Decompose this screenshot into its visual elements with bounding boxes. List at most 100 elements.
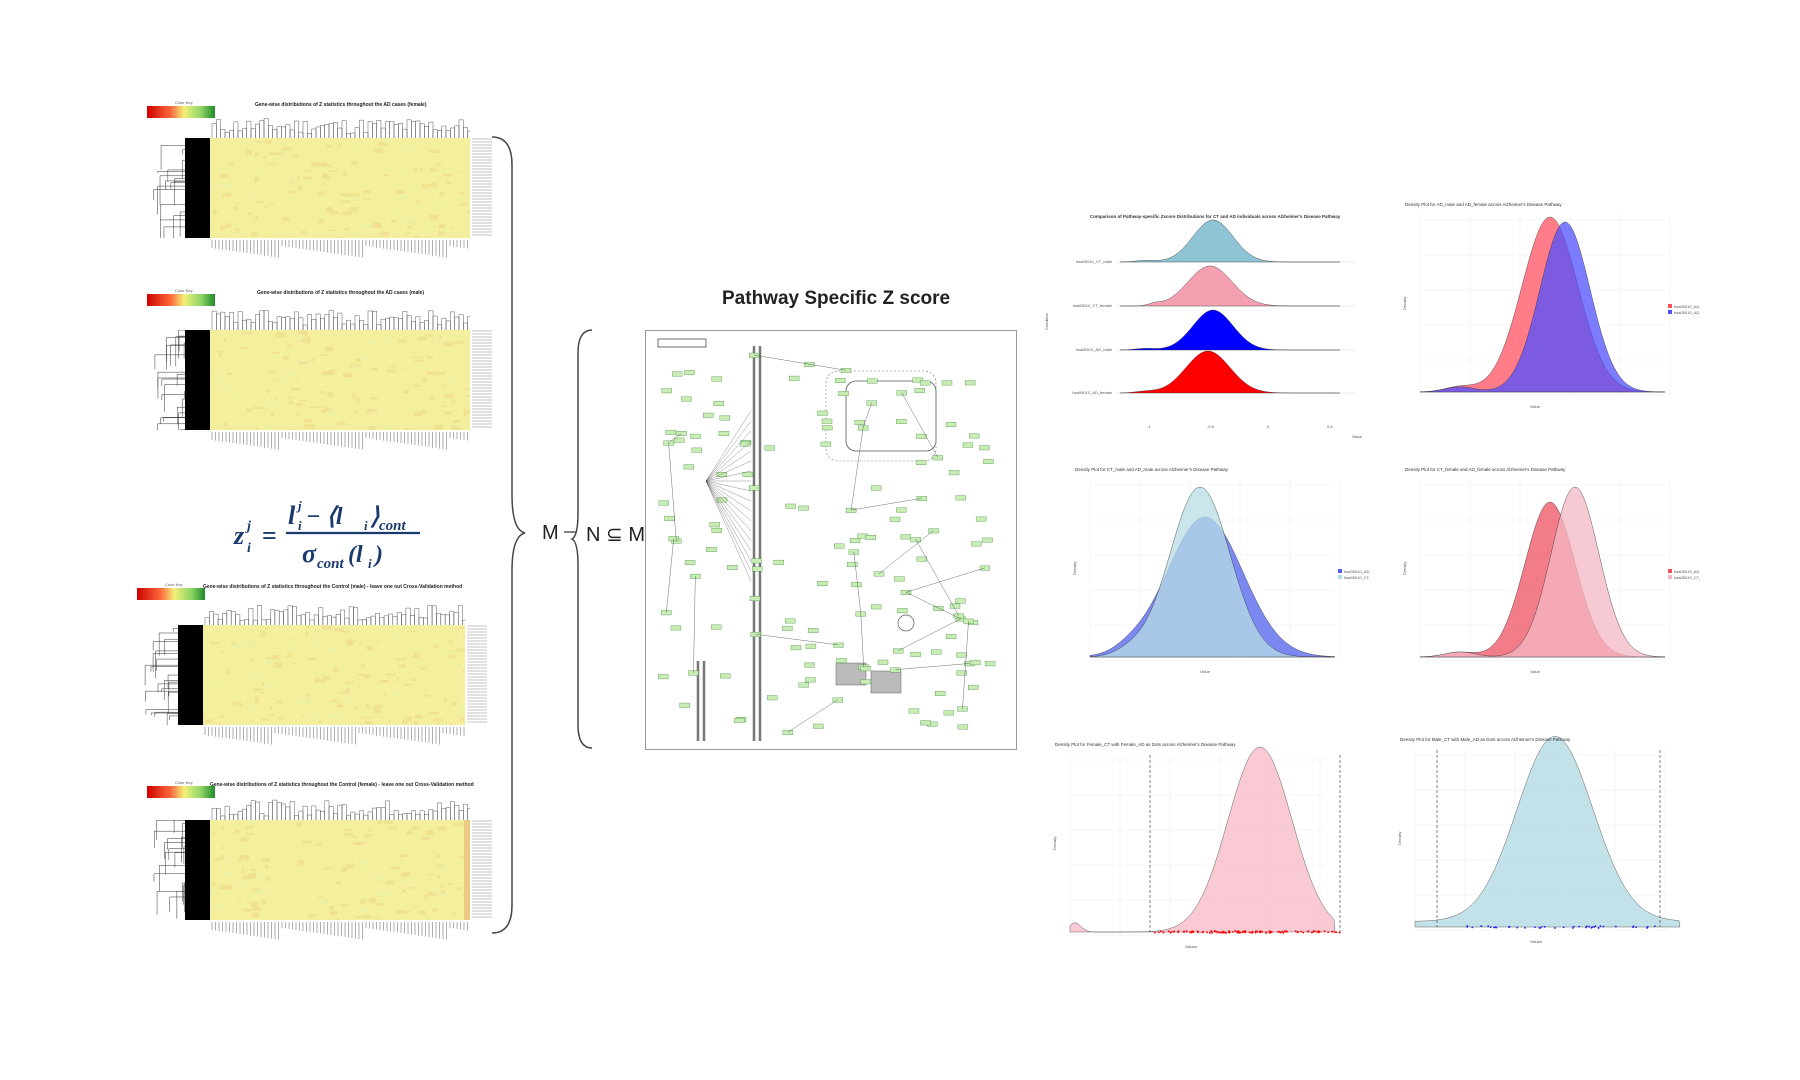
density-curve — [1419, 486, 1666, 658]
ridge-xlabel: Value — [1352, 434, 1363, 439]
data-dot — [1173, 930, 1176, 933]
data-dot — [1312, 930, 1315, 932]
data-dot — [1296, 931, 1299, 934]
m-label: M — [542, 522, 559, 544]
data-dot — [1224, 931, 1227, 934]
legend-label: hsa05010_CT_male — [1344, 575, 1370, 580]
data-dot — [1281, 930, 1283, 933]
data-dot — [1277, 931, 1279, 933]
svg-text:σ: σ — [302, 539, 317, 568]
ridge-plot: Comparison of Pathway-specific Zscore Di… — [1040, 210, 1380, 450]
data-dot — [1190, 931, 1192, 934]
data-dot — [1219, 931, 1222, 934]
data-dot — [1615, 925, 1617, 928]
data-dot — [1196, 930, 1199, 933]
data-dot — [1487, 925, 1490, 928]
density-curve — [1089, 486, 1336, 658]
data-dot — [1480, 925, 1483, 927]
data-dot — [1256, 930, 1259, 933]
density-title: Density Plot for CT_female and AD_female… — [1405, 467, 1566, 472]
formula-lhs: z — [233, 521, 245, 550]
svg-text:Color Key: Color Key — [175, 100, 193, 105]
heatmap-title: Gene-wise distributions of Z statistics … — [203, 584, 463, 590]
svg-text:cont: cont — [317, 556, 345, 572]
data-dot — [1248, 931, 1251, 934]
data-dot — [1241, 931, 1244, 934]
ridge-series — [1119, 350, 1340, 394]
data-dot — [1185, 930, 1188, 933]
density-curve — [1419, 221, 1666, 393]
data-dot — [1307, 930, 1310, 933]
row-dendrogram — [144, 625, 203, 725]
svg-text:i: i — [368, 556, 372, 571]
data-dot — [1269, 930, 1271, 933]
column-labels — [211, 432, 468, 450]
density-xlabel: Values — [1530, 939, 1542, 944]
svg-text:i: i — [298, 518, 302, 533]
svg-text:− ⟨l: − ⟨l — [306, 504, 343, 530]
density-ylabel: Density — [1402, 562, 1407, 575]
arrow-dash — [564, 531, 577, 533]
data-dot — [1331, 930, 1334, 933]
ridge-title: Comparison of Pathway-specific Zscore Di… — [1090, 214, 1341, 219]
n-subset-m-label: N ⊆ M — [586, 524, 645, 546]
svg-text:-0.5: -0.5 — [1207, 424, 1215, 429]
kegg-pathway-diagram — [645, 330, 1017, 750]
color-key: Color Key — [135, 582, 205, 610]
density-ylabel: Density — [1052, 837, 1057, 850]
data-dot — [1646, 926, 1649, 928]
data-dot — [1260, 930, 1263, 933]
density-ylabel: Density — [1402, 297, 1407, 310]
data-dot — [1239, 931, 1242, 934]
data-dot — [1284, 930, 1287, 933]
density-panel: Density Plot for AD_male and AD_female a… — [1400, 200, 1714, 420]
data-dot — [1242, 930, 1245, 933]
ridge-series — [1119, 219, 1340, 263]
density-panel: Density Plot for Female_CT with Female_A… — [1050, 740, 1360, 960]
data-dot — [1209, 932, 1211, 934]
data-dot — [1593, 926, 1596, 928]
data-dot — [1217, 931, 1220, 933]
data-dot — [1167, 930, 1170, 933]
column-dendrogram — [211, 310, 470, 330]
data-dot — [1516, 926, 1519, 929]
data-dot — [1153, 931, 1156, 934]
data-dot — [1265, 931, 1268, 934]
ridge-row-label: hsa05010_CT_male — [1076, 259, 1113, 264]
data-dot — [1508, 926, 1510, 928]
data-dot — [1466, 925, 1469, 927]
heatmap-cells — [210, 820, 470, 920]
svg-text:(l: (l — [348, 542, 363, 568]
data-dot — [1300, 930, 1303, 933]
pathway-title: Pathway Specific Z score — [722, 288, 951, 309]
row-labels — [467, 625, 487, 723]
density-xlabel: Value — [1530, 404, 1541, 409]
data-dot — [1540, 925, 1543, 928]
data-dot — [1571, 927, 1574, 929]
density-title: Density Plot for CT_male and AD_male acr… — [1075, 467, 1228, 472]
row-dendrogram — [154, 330, 210, 430]
legend-label: hsa05010_AD_male — [1674, 310, 1700, 315]
data-dot — [1250, 931, 1253, 934]
color-key: Color Key — [145, 780, 215, 808]
data-dot — [1588, 925, 1590, 928]
legend-label: hsa05010_CT_female — [1674, 575, 1700, 580]
heatmap-title: Gene-wise distributions of Z statistics … — [255, 102, 427, 108]
ridge-row-label: hsa05010_AD_female — [1072, 390, 1112, 395]
row-labels — [472, 138, 492, 236]
density-panel: Density Plot for Male_CT with Male_AD as… — [1395, 735, 1705, 955]
svg-text:j: j — [245, 519, 251, 534]
data-dot — [1282, 932, 1285, 934]
svg-text:): ) — [373, 542, 383, 568]
data-dot — [1237, 932, 1239, 934]
data-dot — [1338, 931, 1341, 934]
data-dot — [1653, 925, 1656, 928]
ridge-row-label: hsa05010_AD_male — [1076, 347, 1113, 352]
density-xlabel: Value — [1200, 669, 1211, 674]
data-dot — [1170, 930, 1173, 933]
data-dot — [1228, 931, 1231, 934]
data-dot — [1327, 931, 1330, 934]
data-dot — [1602, 925, 1605, 928]
data-dot — [1213, 930, 1216, 932]
z-score-formula: z i j = l i j − ⟨l i ⟩ cont σ cont (l i … — [230, 498, 430, 580]
